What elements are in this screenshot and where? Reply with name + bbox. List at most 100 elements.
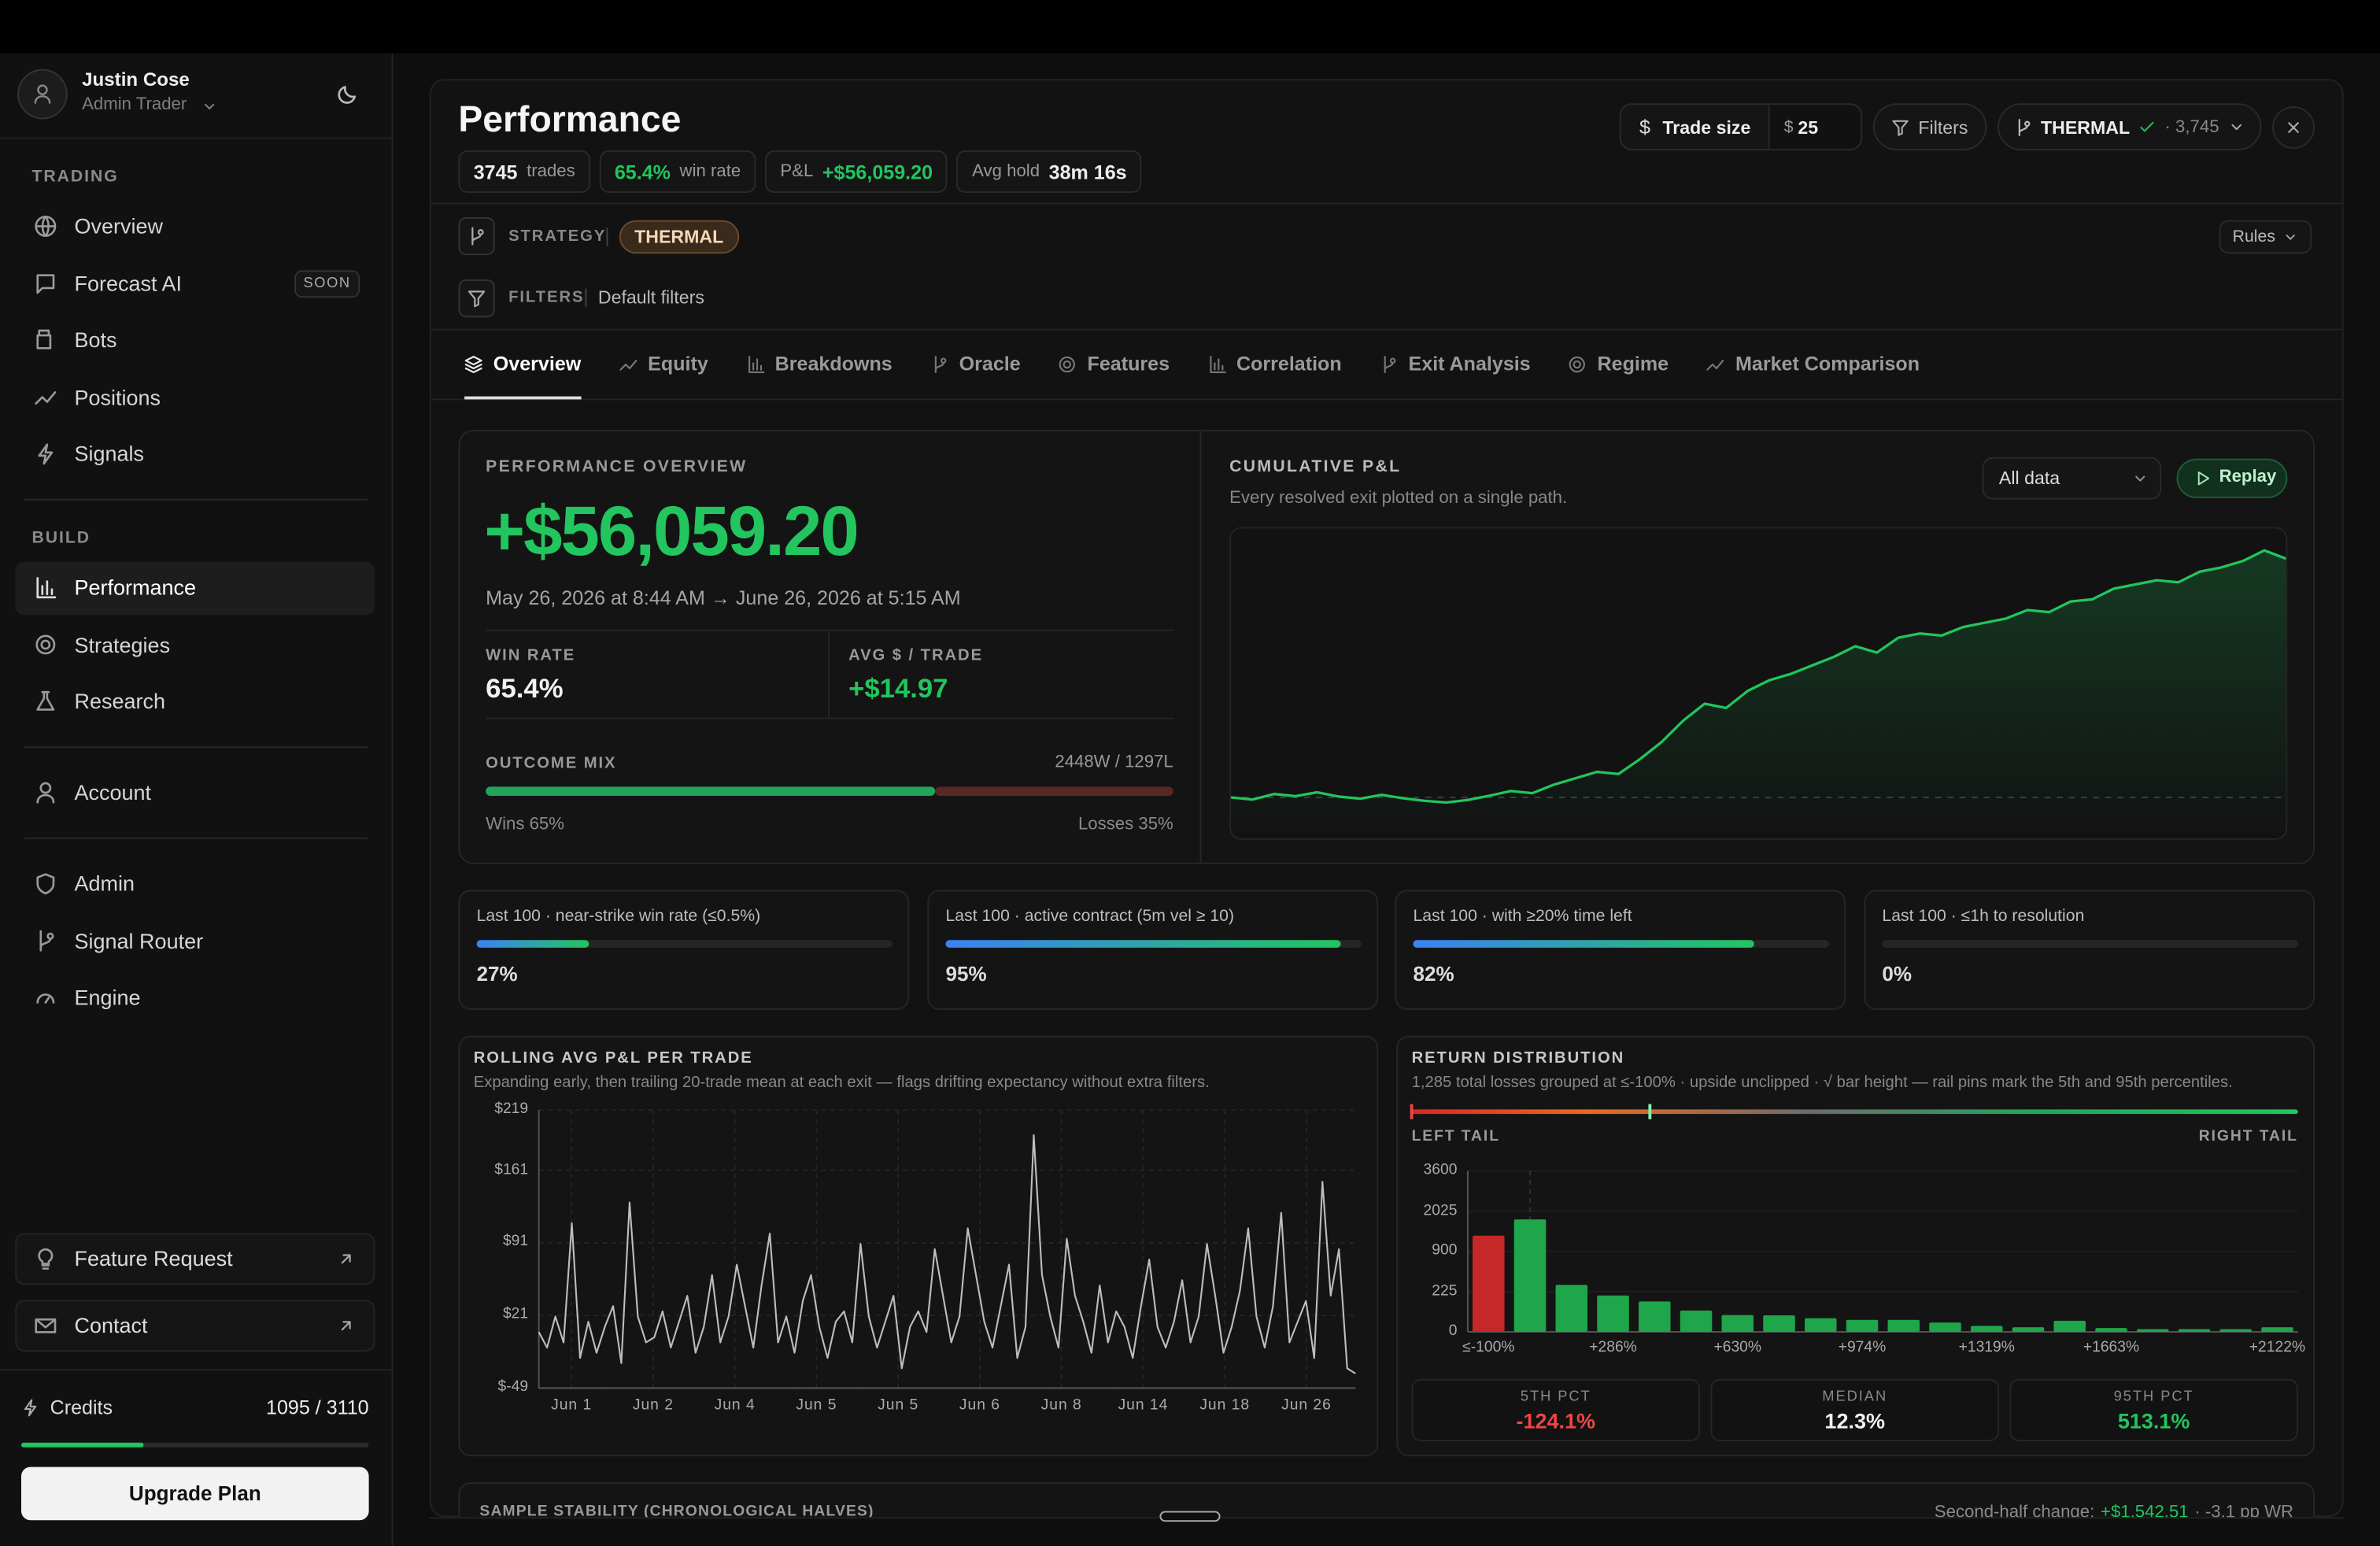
nav-item[interactable]: Forecast AI [74,270,183,295]
icon-path [2017,118,2030,136]
upgrade-button[interactable] [20,1466,369,1521]
y-tick-label: $21 [502,1306,529,1323]
trade-size: $ Trade size $25 [1619,103,1863,150]
chart-subtitle: Expanding early, then trailing 20-trade … [473,1073,1210,1092]
header-controls: $ Trade size $25 Filters THERMAL · 3,745 [1619,103,2315,150]
icon-path [464,355,482,373]
nav-item[interactable]: Signals [74,441,145,466]
user-name: Justin Cose [82,68,190,91]
nav-section-title: TRADING [31,168,119,187]
metric-card [927,890,1379,1010]
trade-size-input[interactable]: $25 [1768,105,1861,150]
rules-text: Rules [2232,227,2275,246]
nav-item[interactable]: Admin [74,871,135,896]
nav-item[interactable]: Performance [74,575,197,600]
nav-item[interactable]: Research [74,689,166,713]
percentile-box [2009,1378,2298,1441]
icon [2017,118,2030,136]
x-tick-label: +974% [1838,1339,1887,1356]
metric-card [458,890,910,1010]
y-tick-label: 0 [1448,1322,1458,1340]
nav-item[interactable]: Bots [74,327,117,352]
replay-button[interactable] [2176,458,2288,498]
trade-size-value: 25 [1798,116,1819,138]
tab[interactable]: Equity [619,331,708,400]
icon [2140,121,2154,132]
x-tick-label: Jun 14 [1118,1396,1169,1415]
tab-label: Oracle [959,352,1021,375]
icon-path [2288,121,2299,132]
user-role: Admin Trader [82,95,187,114]
sidebar-link[interactable] [15,1233,375,1285]
tab[interactable]: Breakdowns [746,331,893,400]
stat-value: +$14.97 [848,673,948,704]
icon [1209,355,1225,373]
panel-bottom [429,1517,2344,1546]
tab[interactable]: Oracle [930,331,1021,400]
tab-label: Market Comparison [1735,352,1920,375]
x-tick-label: Jun 6 [959,1396,1000,1415]
upgrade-text: Upgrade Plan [128,1481,261,1504]
tail-label: LEFT TAIL [1411,1128,1500,1145]
percentile-label: 5TH PCT [1520,1388,1591,1406]
icon [1892,119,1909,135]
tab[interactable]: Correlation [1207,331,1342,400]
wins-label: Wins 65% [486,816,565,834]
tab[interactable]: Exit Analysis [1380,331,1531,400]
stat-value: 38m 16s [1048,160,1127,183]
y-tick-label: 2025 [1423,1202,1458,1219]
strategy-chip[interactable]: THERMAL · 3,745 [1997,103,2262,150]
nav-item[interactable]: Strategies [74,631,171,656]
percentile-value: -124.1% [1516,1408,1596,1433]
x-tick-label: Jun 5 [878,1396,919,1415]
nav-item[interactable]: Account [74,779,152,804]
scroll-handle[interactable] [1159,1511,1221,1522]
rules-button[interactable]: Rules [2219,220,2312,254]
page-title: Performance [458,99,682,141]
range-select[interactable] [1982,457,2162,500]
nav-item[interactable]: Overview [74,213,164,239]
chart-area [1229,527,2288,840]
nav-item[interactable]: Signal Router [74,927,204,952]
metric-label: Last 100 · with ≥20% time left [1413,907,1632,926]
filters-button[interactable]: Filters [1872,103,1986,150]
chart-card [458,1035,1379,1457]
tab[interactable]: Market Comparison [1706,331,1920,400]
percentile-box [1710,1378,1999,1441]
stat-chip: P&L +$56,059.20 [765,150,948,194]
tab[interactable]: Features [1059,331,1170,400]
tab-label: Breakdowns [774,352,893,375]
sidebar-link-text: Feature Request [74,1246,233,1271]
nav-item-active[interactable] [15,560,375,615]
stat-chip: 65.4% win rate [599,150,756,194]
metric-card [1395,890,1846,1010]
icon [2231,124,2242,131]
date-range: May 26, 2026 at 8:44 AM → June 26, 2026 … [486,586,961,610]
stats-row: 3745 trades 65.4% win rate P&L +$56,059.20 Avg… [458,150,1142,194]
nav-item[interactable]: Positions [74,384,161,409]
strategy-pill[interactable]: THERMAL [619,220,739,254]
icon-path [1706,359,1724,370]
stat-label: Avg hold [972,162,1040,181]
close-button[interactable] [2272,105,2315,149]
icon-path [2231,124,2242,131]
strategy-name: THERMAL [2040,116,2131,138]
stat-label: AVG $ / TRADE [848,646,984,665]
tail-label: RIGHT TAIL [2198,1128,2298,1145]
y-tick-label: $219 [494,1100,529,1118]
metric-card [1864,890,2315,1010]
tab[interactable]: Overview [464,331,582,400]
credits-value: 1095 / 3110 [266,1396,369,1419]
stat-label: P&L [780,162,814,181]
metric-value: 95% [945,962,987,986]
icon [1384,355,1396,373]
stat-value: 3745 [473,160,518,183]
filters-value: Default filters [597,287,704,309]
top-bar [0,0,2380,54]
strategy-pill-text: THERMAL [634,226,724,248]
icon-path [619,359,638,370]
nav-item[interactable]: Engine [74,985,141,1010]
stat-label: trades [527,162,575,181]
sidebar-link[interactable] [15,1300,375,1352]
tab[interactable]: Regime [1569,331,1669,400]
